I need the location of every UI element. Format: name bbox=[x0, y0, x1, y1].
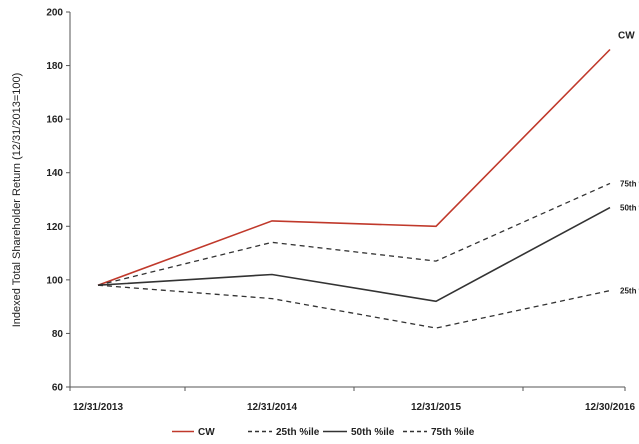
end-label-75th-pctile: 75th %ile bbox=[620, 179, 639, 188]
legend-label-cw: CW bbox=[198, 427, 215, 438]
series-line-cw bbox=[97, 48, 611, 286]
legend-label-50th-pctile: 50th %ile bbox=[351, 427, 395, 438]
series-end-labels: CW 25th %ile 50th %ile 75th %ile bbox=[618, 31, 639, 296]
x-tick-label: 12/30/2016 bbox=[585, 402, 635, 413]
legend-label-75th-pctile: 75th %ile bbox=[431, 427, 475, 438]
series-line-50th-pctile bbox=[97, 206, 611, 303]
axes bbox=[69, 12, 625, 388]
y-tick-label: 200 bbox=[46, 8, 63, 19]
y-tick-label: 80 bbox=[52, 329, 64, 340]
legend: CW 25th %ile 50th %ile 75th %ile bbox=[172, 427, 475, 438]
x-tick-label: 12/31/2015 bbox=[411, 402, 461, 413]
series-line-25th-pctile bbox=[97, 284, 611, 329]
y-tick-label: 140 bbox=[46, 168, 63, 179]
y-tick-label: 180 bbox=[46, 61, 63, 72]
y-axis-title-group: Indexed Total Shareholder Return (12/31/… bbox=[11, 73, 23, 328]
y-axis-title: Indexed Total Shareholder Return (12/31/… bbox=[11, 73, 23, 328]
series-line-75th-pctile bbox=[97, 182, 611, 286]
y-tick-label: 60 bbox=[52, 383, 64, 394]
y-tick-label: 160 bbox=[46, 115, 63, 126]
series-lines bbox=[97, 48, 611, 329]
x-axis-ticks: 12/31/2013 12/31/2014 12/31/2015 12/30/2016 bbox=[69, 387, 635, 413]
end-label-cw: CW bbox=[618, 31, 635, 42]
y-tick-label: 120 bbox=[46, 222, 63, 233]
y-axis-ticks: 60 80 100 120 140 160 180 200 bbox=[46, 8, 70, 394]
end-label-50th-pctile: 50th %ile bbox=[620, 204, 639, 213]
end-label-25th-pctile: 25th %ile bbox=[620, 287, 639, 296]
legend-label-25th-pctile: 25th %ile bbox=[276, 427, 320, 438]
y-tick-label: 100 bbox=[46, 275, 63, 286]
x-tick-label: 12/31/2013 bbox=[73, 402, 123, 413]
x-tick-label: 12/31/2014 bbox=[247, 402, 297, 413]
